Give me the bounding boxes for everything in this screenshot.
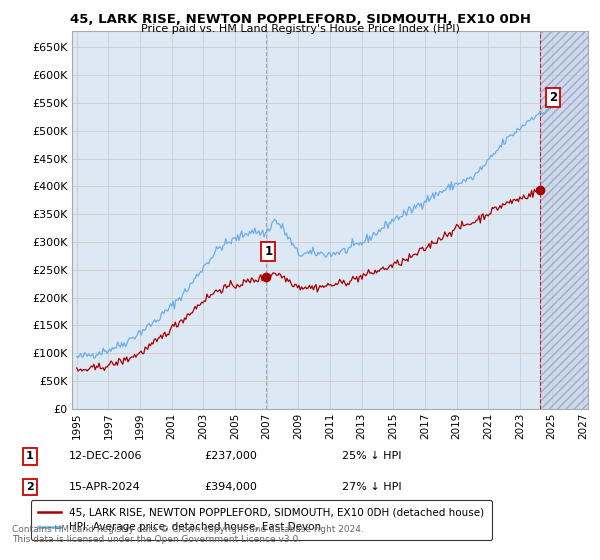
Text: 25% ↓ HPI: 25% ↓ HPI <box>342 451 401 461</box>
Text: 2: 2 <box>549 91 557 104</box>
Text: £237,000: £237,000 <box>204 451 257 461</box>
Text: 15-APR-2024: 15-APR-2024 <box>69 482 141 492</box>
Bar <box>541 31 588 409</box>
Text: £394,000: £394,000 <box>204 482 257 492</box>
Text: Contains HM Land Registry data © Crown copyright and database right 2024.
This d: Contains HM Land Registry data © Crown c… <box>12 525 364 544</box>
Text: 1: 1 <box>264 245 272 258</box>
Text: 45, LARK RISE, NEWTON POPPLEFORD, SIDMOUTH, EX10 0DH: 45, LARK RISE, NEWTON POPPLEFORD, SIDMOU… <box>70 13 530 26</box>
Text: 2: 2 <box>26 482 34 492</box>
Legend: 45, LARK RISE, NEWTON POPPLEFORD, SIDMOUTH, EX10 0DH (detached house), HPI: Aver: 45, LARK RISE, NEWTON POPPLEFORD, SIDMOU… <box>31 501 492 540</box>
Text: 12-DEC-2006: 12-DEC-2006 <box>69 451 143 461</box>
Text: 1: 1 <box>26 451 34 461</box>
Text: 27% ↓ HPI: 27% ↓ HPI <box>342 482 401 492</box>
Text: Price paid vs. HM Land Registry's House Price Index (HPI): Price paid vs. HM Land Registry's House … <box>140 24 460 34</box>
